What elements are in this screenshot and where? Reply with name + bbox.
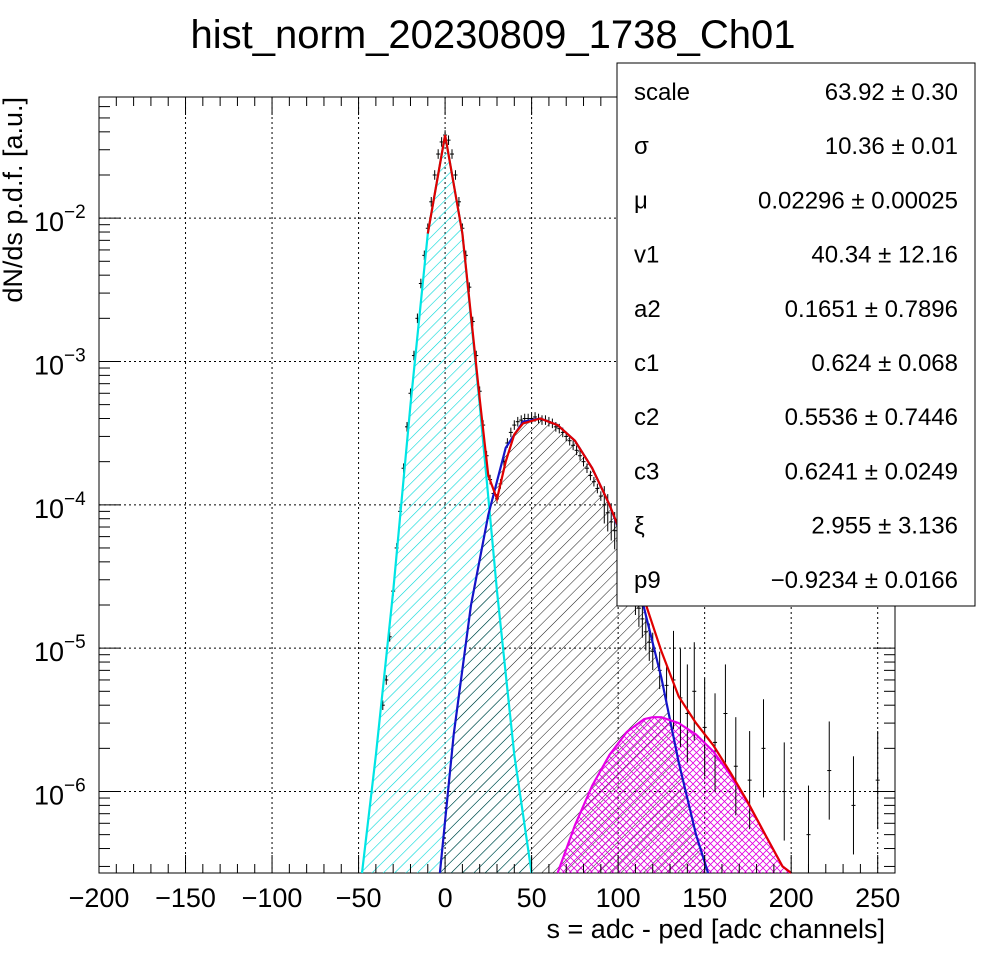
x-tick-label: 250 [855, 883, 900, 913]
x-tick-label: 100 [596, 883, 641, 913]
stats-param-value: 2.955 ± 3.136 [811, 513, 958, 540]
x-tick-label: 0 [438, 883, 453, 913]
stats-param-value: 10.36 ± 0.01 [825, 133, 958, 160]
double-photoelectron-fill [557, 717, 792, 873]
x-tick-label: −200 [69, 883, 130, 913]
stats-param-value: 0.6241 ± 0.0249 [785, 458, 958, 485]
fit-curves [360, 134, 792, 874]
stats-param-name: σ [634, 133, 649, 160]
stats-param-name: scale [634, 79, 690, 106]
y-axis-label: dN/ds p.d.f. [a.u.] [0, 97, 28, 303]
stats-param-name: a2 [634, 296, 661, 323]
y-tick-label: 10−2 [34, 202, 86, 237]
x-tick-label: −50 [336, 883, 382, 913]
y-tick-label: 10−6 [34, 775, 86, 810]
x-tick-label: −150 [155, 883, 216, 913]
stats-param-value: 40.34 ± 12.16 [811, 242, 958, 269]
stats-param-name: ξ [634, 513, 645, 540]
stats-param-value: 0.1651 ± 0.7896 [785, 296, 958, 323]
x-tick-label: 200 [769, 883, 814, 913]
stats-box: scale 63.92 ± 0.30 σ 10.36 ± 0.01 μ 0.02296 ±… [616, 62, 976, 607]
stats-param-name: c1 [634, 350, 659, 377]
x-axis-label: s = adc - ped [adc channels] [547, 914, 885, 944]
stats-param-value: 63.92 ± 0.30 [825, 79, 958, 106]
component-fills [362, 135, 792, 873]
stats-param-name: c2 [634, 404, 659, 431]
stats-param-value: 0.5536 ± 0.7446 [785, 404, 958, 431]
y-tick-label: 10−5 [34, 632, 86, 667]
stats-param-name: p9 [634, 567, 661, 594]
stats-param-name: μ [634, 187, 648, 214]
x-tick-label: 50 [517, 883, 547, 913]
x-tick-label: −100 [242, 883, 303, 913]
x-tick-label: 150 [682, 883, 727, 913]
stats-param-name: c3 [634, 458, 659, 485]
stats-param-value: 0.624 ± 0.068 [811, 350, 958, 377]
y-tick-label: 10−3 [34, 345, 86, 380]
stats-param-value: −0.9234 ± 0.0166 [771, 567, 958, 594]
y-tick-label: 10−4 [34, 489, 86, 524]
total-fit-curve [426, 134, 792, 874]
stats-param-value: 0.02296 ± 0.00025 [758, 187, 958, 214]
stats-param-name: v1 [634, 242, 659, 269]
chart-title: hist_norm_20230809_1738_Ch01 [191, 13, 796, 57]
